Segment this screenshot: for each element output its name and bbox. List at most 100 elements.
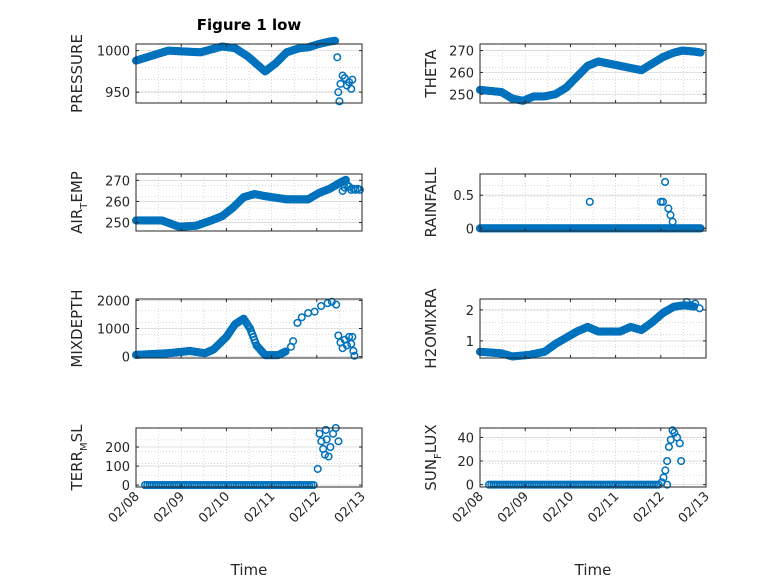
data-point — [342, 341, 351, 350]
y-axis-label: AIRTEMP — [68, 171, 90, 234]
data-point — [668, 217, 677, 226]
y-tick-label: 2000 — [97, 294, 130, 309]
data-point — [585, 197, 594, 206]
y-tick-label: 260 — [449, 66, 474, 81]
data-point — [661, 177, 670, 187]
data-point — [341, 175, 350, 184]
series — [475, 46, 705, 105]
data-point — [695, 304, 704, 313]
axes-box — [479, 173, 707, 232]
data-point — [324, 452, 333, 461]
y-axis-label-main: RAINFALL — [422, 167, 440, 238]
data-point — [349, 346, 358, 356]
data-point — [659, 473, 668, 482]
subplot-1: 950 1000 PRESSURE Figure 1 low — [68, 16, 363, 113]
y-tick-label: 0 — [122, 479, 130, 494]
y-tick-label: 260 — [105, 195, 130, 210]
series — [475, 177, 705, 233]
axes-box — [135, 427, 363, 488]
y-tick-label: 1 — [466, 335, 474, 350]
y-tick-label: 40 — [457, 431, 474, 446]
axes-box — [479, 298, 707, 359]
data-point — [345, 332, 354, 341]
data-point — [333, 53, 342, 62]
data-point — [696, 48, 705, 57]
data-point — [663, 480, 672, 489]
data-point — [334, 88, 343, 97]
data-point — [323, 299, 332, 308]
series — [140, 423, 343, 490]
data-point — [664, 442, 673, 451]
y-tick-label: 270 — [449, 45, 474, 60]
y-axis-label: TERRMSL — [68, 424, 90, 492]
y-tick-label: 1000 — [97, 45, 130, 60]
y-axis-label-subscript: T — [79, 202, 90, 210]
y-axis-label-main: AIR — [68, 209, 86, 234]
subplot-6: 1 2 H2OMIXRA — [422, 288, 707, 369]
y-axis-label: SUNFLUX — [422, 424, 444, 490]
y-tick-label: 0.5 — [453, 189, 474, 204]
data-point — [326, 442, 335, 452]
series — [475, 298, 704, 361]
grid — [136, 174, 362, 231]
y-tick-label: 250 — [105, 217, 130, 232]
y-tick-label: 270 — [105, 174, 130, 189]
data-point — [313, 464, 322, 473]
data-point — [332, 300, 341, 309]
data-point — [335, 97, 344, 106]
data-point — [334, 331, 343, 340]
y-tick-label: 250 — [449, 88, 474, 103]
y-tick-label: 200 — [105, 441, 130, 456]
y-axis-label-main: PRESSURE — [68, 34, 86, 113]
data-point — [334, 437, 343, 446]
y-tick-label: 0 — [466, 222, 474, 237]
y-tick-label: 0 — [466, 479, 474, 494]
y-tick-label: 0 — [122, 351, 130, 366]
y-tick-label: 20 — [457, 455, 474, 470]
y-axis-label: MIXDEPTH — [68, 289, 86, 367]
y-axis-label-tail: EMP — [68, 171, 86, 202]
grid — [480, 428, 706, 487]
data-point — [297, 313, 306, 322]
data-point — [317, 301, 326, 311]
data-point — [315, 429, 324, 438]
y-tick-label: 950 — [105, 86, 130, 101]
y-axis-label: H2OMIXRA — [422, 288, 440, 369]
x-axis-label: Time — [230, 561, 268, 579]
data-point — [321, 425, 330, 434]
data-point — [350, 351, 359, 360]
y-axis-label-tail: LUX — [422, 424, 440, 453]
y-axis-label: THETA — [422, 49, 440, 99]
y-tick-label: 2 — [466, 304, 474, 319]
y-axis-label-subscript: F — [433, 453, 444, 459]
subplot-4: 0 0.5 RAINFALL — [422, 167, 707, 238]
y-axis-label: PRESSURE — [68, 34, 86, 113]
data-point — [322, 435, 331, 444]
y-axis-label-main: THETA — [422, 49, 440, 99]
y-axis-label: RAINFALL — [422, 167, 440, 238]
y-axis-label-main: H2OMIXRA — [422, 288, 440, 369]
data-point — [686, 301, 695, 310]
x-axis-label: Time — [574, 561, 612, 579]
data-point — [281, 347, 290, 356]
data-point — [348, 332, 357, 341]
data-point — [661, 224, 670, 233]
subplot-5: 0 1000 2000 MIXDEPTH — [68, 289, 363, 368]
y-axis-label-main: TERR — [68, 451, 86, 492]
data-point — [340, 74, 349, 83]
axes-box — [135, 173, 363, 232]
data-point — [661, 466, 670, 475]
y-axis-label-tail: SL — [68, 424, 86, 443]
y-tick-label: 100 — [105, 460, 130, 475]
data-point — [348, 75, 357, 84]
y-axis-label-main: MIXDEPTH — [68, 289, 86, 367]
axes-box — [135, 43, 363, 104]
data-point — [289, 337, 298, 346]
series — [131, 175, 364, 231]
data-point — [677, 456, 686, 466]
data-point — [293, 318, 302, 327]
data-point — [342, 180, 351, 189]
chart-title: Figure 1 low — [197, 16, 302, 34]
data-point — [675, 439, 684, 448]
